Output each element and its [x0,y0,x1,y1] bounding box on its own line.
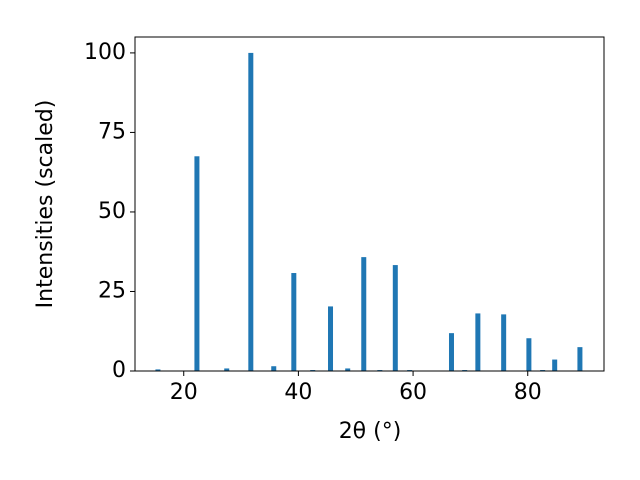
bar [194,156,200,371]
bar [345,368,351,371]
bar [392,265,398,371]
bar [526,338,532,371]
y-tick-label: 25 [98,278,126,303]
y-tick-label: 50 [98,199,126,224]
bar [248,52,254,372]
y-axis-label: Intensities (scaled) [33,100,58,309]
y-tick-label: 0 [112,358,126,383]
x-tick-label: 80 [514,380,542,405]
bar [448,333,454,371]
bar [361,257,367,371]
bar [291,273,297,371]
bar [577,347,583,371]
bar [224,368,230,371]
x-tick-label: 60 [399,380,427,405]
x-axis-label: 2θ (°) [339,419,402,444]
bar [328,306,334,371]
x-tick-label: 20 [170,380,198,405]
bar [552,359,558,371]
bar [271,366,277,371]
x-tick-label: 40 [284,380,312,405]
bar [501,314,507,371]
plot-frame [134,36,605,372]
y-tick-label: 75 [98,119,126,144]
bar [475,313,481,371]
bar [155,369,161,371]
y-tick-label: 100 [84,40,126,65]
